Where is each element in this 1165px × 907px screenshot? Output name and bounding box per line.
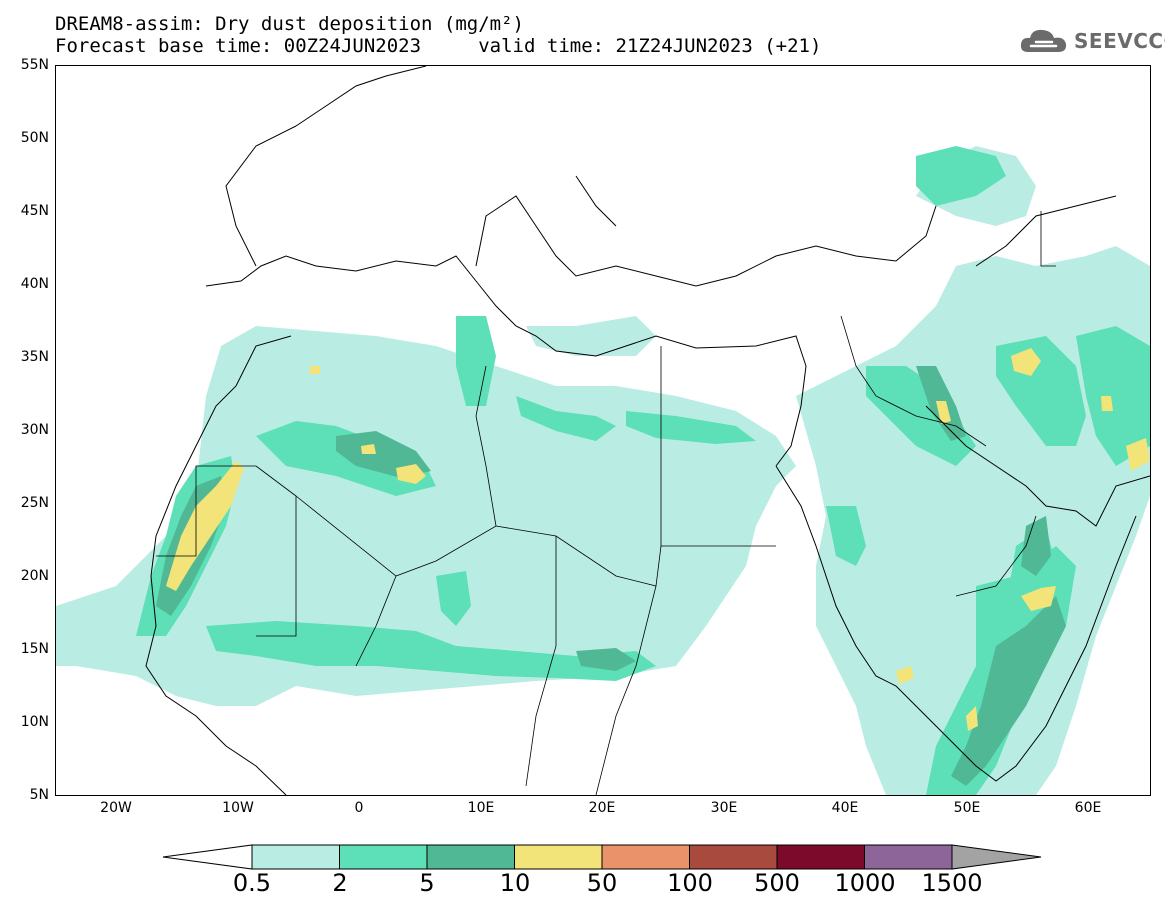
lon-label: 10E	[467, 800, 495, 816]
lat-label: 20N	[20, 568, 49, 584]
lat-label: 15N	[20, 641, 49, 657]
lon-label: 50E	[953, 800, 981, 816]
colorbar-label: 500	[754, 869, 800, 897]
lon-label: 60E	[1074, 800, 1102, 816]
forecast-time-subtitle: Forecast base time: 00Z24JUN2023 valid t…	[55, 35, 822, 57]
colorbar-bin	[864, 844, 953, 870]
lon-label: 20E	[588, 800, 616, 816]
cloud-icon	[1020, 29, 1067, 52]
colorbar	[162, 844, 1042, 870]
colorbar-bin	[776, 844, 865, 870]
lon-label: 40E	[831, 800, 859, 816]
colorbar-bin	[514, 844, 603, 870]
lat-label: 40N	[20, 276, 49, 292]
lat-label: 5N	[29, 787, 49, 803]
colorbar-bin	[339, 844, 428, 870]
colorbar-label: 5	[419, 869, 435, 897]
lat-label: 25N	[20, 495, 49, 511]
country-borders	[156, 211, 1056, 795]
lat-label: 50N	[20, 130, 49, 146]
colorbar-label: 100	[667, 869, 713, 897]
lat-label: 55N	[20, 57, 49, 73]
lon-label: 10W	[222, 800, 254, 816]
colorbar-label: 2	[332, 869, 348, 897]
lon-label: 20W	[100, 800, 132, 816]
colorbar-label: 1500	[921, 869, 983, 897]
lat-label: 10N	[20, 714, 49, 730]
dust-deposition-map	[56, 66, 1150, 795]
colorbar-bin	[426, 844, 515, 870]
map-title: DREAM8-assim: Dry dust deposition (mg/m²…	[55, 13, 524, 35]
lat-label: 30N	[20, 422, 49, 438]
colorbar-bin	[251, 844, 340, 870]
logo-text: SEEVCCC	[1074, 29, 1165, 53]
colorbar-label: 50	[586, 869, 618, 897]
lat-label: 35N	[20, 349, 49, 365]
lat-label: 45N	[20, 203, 49, 219]
colorbar-label: 0.5	[232, 869, 272, 897]
colorbar-bin	[689, 844, 778, 870]
colorbar-bin	[601, 844, 690, 870]
map-area	[55, 65, 1151, 796]
seevccc-logo: SEEVCCC	[1018, 24, 1165, 58]
colorbar-label: 10	[499, 869, 531, 897]
lon-label: 0	[354, 800, 364, 816]
colorbar-label: 1000	[834, 869, 896, 897]
lon-label: 30E	[710, 800, 738, 816]
colorbar-under-arrow	[162, 844, 253, 870]
dust-contours	[56, 146, 1150, 795]
coastlines	[145, 66, 1150, 795]
colorbar-over-arrow	[951, 844, 1042, 870]
